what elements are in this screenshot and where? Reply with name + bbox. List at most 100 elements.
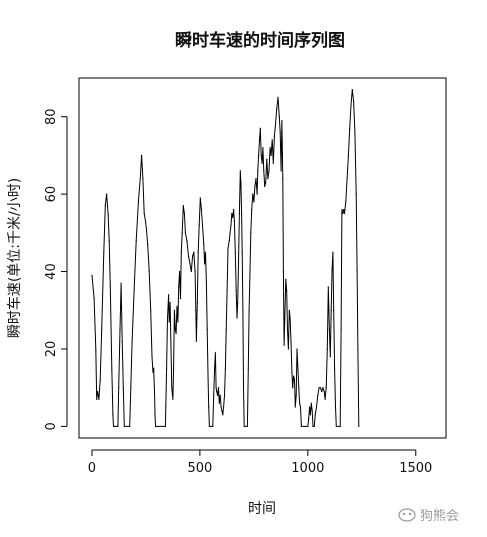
speed-series-points <box>91 89 360 427</box>
data-point <box>175 332 177 335</box>
data-point <box>176 305 178 307</box>
data-point <box>236 317 238 319</box>
data-point <box>154 394 156 396</box>
data-point <box>195 340 197 342</box>
data-point <box>206 329 208 331</box>
data-point <box>201 224 204 226</box>
data-point <box>121 340 123 342</box>
data-point <box>104 205 106 207</box>
data-point <box>189 263 191 265</box>
data-point <box>272 162 274 164</box>
data-point <box>131 340 133 342</box>
data-point <box>265 181 267 184</box>
data-point <box>217 394 219 396</box>
x-tick-label: 1000 <box>291 461 324 476</box>
data-point <box>297 367 299 369</box>
data-point <box>251 209 253 211</box>
y-axis: 0 20 40 60 80 <box>44 108 68 431</box>
data-point <box>99 379 101 381</box>
x-axis: 0 500 1000 1500 <box>88 449 432 476</box>
data-point <box>166 317 169 319</box>
data-point <box>315 406 318 408</box>
data-point <box>308 418 310 420</box>
watermark-text: 狗熊会 <box>420 509 460 524</box>
data-point <box>107 212 109 215</box>
data-point <box>354 131 356 133</box>
data-point <box>220 406 222 408</box>
data-point <box>319 387 321 389</box>
data-point <box>270 154 272 156</box>
data-point <box>129 425 131 427</box>
data-point <box>318 387 320 389</box>
data-point <box>287 348 289 350</box>
data-point <box>332 251 334 253</box>
data-point <box>111 367 113 369</box>
data-point <box>266 158 268 160</box>
data-point <box>285 278 287 280</box>
data-point <box>257 170 259 172</box>
data-point <box>214 367 216 369</box>
data-point <box>151 356 153 358</box>
data-point <box>179 298 182 300</box>
data-point <box>284 309 286 311</box>
x-tick-label: 500 <box>187 461 212 476</box>
data-point <box>314 414 316 416</box>
y-tick-label: 0 <box>44 422 59 430</box>
data-point <box>223 406 225 408</box>
data-point <box>98 398 100 400</box>
data-point <box>346 178 348 180</box>
data-point <box>240 181 242 184</box>
y-tick-label: 60 <box>44 186 59 203</box>
x-tick-label: 0 <box>88 461 96 476</box>
data-point <box>313 425 315 427</box>
data-point <box>166 367 168 369</box>
data-point <box>286 329 289 331</box>
data-point <box>351 89 353 91</box>
data-point <box>141 154 143 156</box>
data-point <box>281 120 283 122</box>
data-point <box>193 251 195 253</box>
data-point <box>142 178 144 180</box>
data-point <box>334 367 336 369</box>
data-point <box>326 348 328 350</box>
data-point <box>280 170 282 172</box>
data-point <box>212 425 214 427</box>
data-point <box>203 243 205 246</box>
data-point <box>96 398 98 400</box>
data-point <box>219 394 221 396</box>
data-point <box>232 216 234 218</box>
data-point <box>196 301 198 304</box>
data-point <box>180 251 182 253</box>
data-point <box>168 321 170 323</box>
data-point <box>322 387 324 389</box>
data-point <box>333 309 335 311</box>
data-point <box>282 178 284 180</box>
data-point <box>204 263 206 265</box>
data-point <box>278 116 280 118</box>
data-point <box>317 394 319 396</box>
data-point <box>264 185 266 187</box>
data-point <box>184 232 186 234</box>
data-point <box>123 425 125 427</box>
data-point <box>259 127 261 129</box>
data-point <box>291 371 293 373</box>
data-point <box>118 387 120 389</box>
data-point <box>355 193 357 195</box>
data-point <box>224 367 226 369</box>
data-point <box>310 402 312 404</box>
data-point <box>330 309 332 311</box>
data-point <box>217 387 220 389</box>
data-point <box>309 406 311 408</box>
data-point <box>273 135 275 137</box>
data-point <box>181 232 183 234</box>
data-point <box>237 301 239 304</box>
data-point <box>192 255 194 257</box>
data-point <box>339 425 341 427</box>
data-point <box>357 348 359 350</box>
data-point <box>187 255 190 257</box>
data-point <box>269 147 271 149</box>
data-point <box>213 394 215 396</box>
data-point <box>350 104 352 106</box>
data-point <box>274 123 277 126</box>
